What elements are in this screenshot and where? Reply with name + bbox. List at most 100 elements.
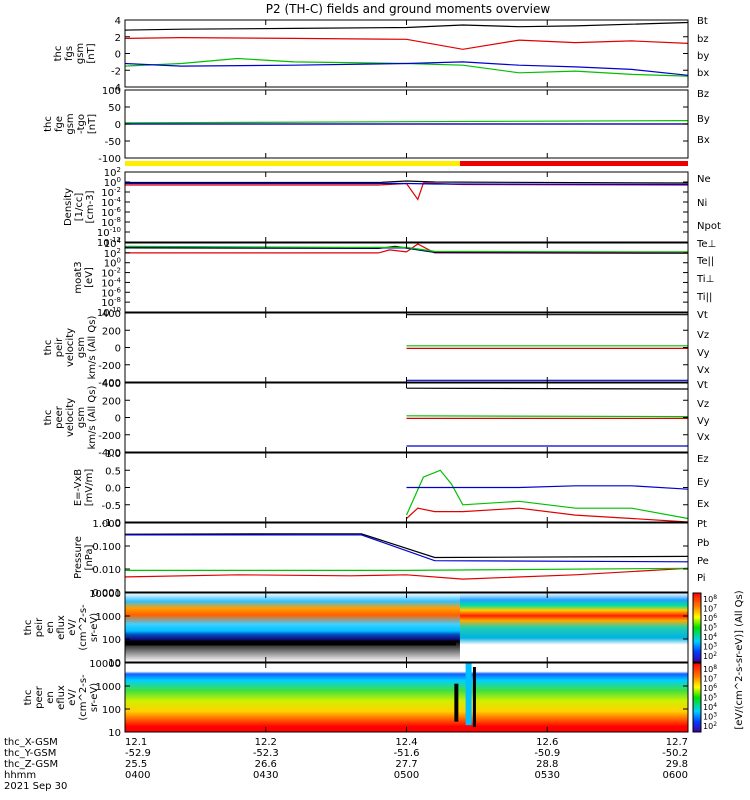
y-axis-label-line: moat3	[73, 261, 84, 293]
legend-Ti⊥: Ti⊥	[696, 274, 714, 285]
spectrogram-burst	[465, 663, 472, 726]
y-tick-label: 10	[108, 658, 121, 669]
footer-value-x_re: 12.4	[395, 737, 417, 748]
exponent: -2	[114, 186, 121, 194]
y-axis-label-line: km/s (All Qs)	[87, 316, 98, 380]
y-axis-label-line: fgs	[64, 46, 75, 61]
y-axis-label-line: (cm^2-s-	[78, 674, 89, 721]
y-tick-label: 0.100	[92, 542, 121, 553]
legend-Ti||: Ti||	[696, 292, 712, 303]
colorbar-tick-top: 102	[703, 651, 717, 661]
y-axis-label-line: [cm-3]	[85, 190, 96, 223]
y-tick-label: -400	[98, 448, 121, 459]
exponent: 2	[713, 721, 717, 728]
footer-value-x: -52.9	[125, 748, 151, 759]
colorbar-tick-top: 106	[703, 613, 717, 623]
series-line-Vt	[406, 387, 689, 390]
series-line-Ex	[406, 485, 689, 490]
footer-value-x_re: 12.7	[666, 737, 688, 748]
panel-10: 10000 1000 100 10 thc peer en eflux eV/(cm^2-s-s…	[23, 659, 689, 739]
legend-Pi: Pi	[697, 573, 706, 584]
footer-row-label: thc_Z-GSM	[4, 759, 58, 770]
panel-3: NeNiNpot10210010-210-410-610-810-1010-12…	[63, 166, 721, 249]
y-axis-label-line: en	[45, 621, 56, 634]
y-axis-label-line: eflux	[56, 615, 67, 640]
y-axis-label-line: -tgo	[76, 114, 87, 134]
y-tick-label: 10000	[89, 659, 121, 670]
footer-value-y: 28.8	[536, 759, 558, 770]
legend-Vz: Vz	[697, 330, 709, 341]
colorbar-tick-bottom: 108	[703, 664, 717, 674]
series-line-by	[124, 57, 689, 77]
y-axis-label-line: eflux	[56, 685, 67, 710]
legend-Ex: Ex	[697, 499, 709, 510]
y-tick-label: 4	[115, 16, 121, 27]
series-line-Bt	[124, 21, 689, 31]
colorbar-tick-bottom: 106	[703, 683, 717, 693]
legend-Vz: Vz	[697, 399, 709, 410]
colorbar: 1081071061051041031021081071061051041031…	[692, 590, 745, 733]
y-tick-label: 200	[102, 326, 121, 337]
legend-Ez: Ez	[697, 454, 709, 465]
exponent: 4	[713, 632, 717, 639]
legend-Bt: Bt	[697, 16, 708, 27]
spectrogram	[125, 663, 688, 732]
exponent: 0	[117, 257, 121, 265]
legend-Vx: Vx	[697, 432, 710, 443]
exponent: -6	[114, 286, 122, 294]
y-axis-label-line: thc	[23, 690, 34, 706]
y-tick-label: 100	[102, 705, 121, 716]
exponent: -10	[110, 226, 121, 234]
exponent: 4	[713, 702, 717, 709]
legend-Pe: Pe	[697, 556, 709, 567]
y-axis-label-line: gsm	[75, 43, 86, 64]
series-line-Vy	[406, 415, 689, 418]
footer-value-y: 25.5	[125, 759, 147, 770]
exponent: -4	[114, 276, 122, 284]
y-tick-label: -2	[111, 66, 121, 77]
y-axis-label-line: gsm	[76, 337, 87, 358]
y-axis-label-line: [nPa]	[84, 544, 95, 570]
y-axis-label-line: thc	[23, 620, 34, 636]
legend-Te⊥: Te⊥	[696, 239, 716, 250]
footer-value-x_re: 12.1	[125, 737, 147, 748]
y-tick-label: 0.001	[92, 588, 121, 599]
panel-4: Te⊥Te||Ti⊥Ti||10410210010-210-410-610-81…	[73, 237, 716, 319]
y-axis-label-line: [nT]	[86, 43, 97, 63]
legend-bz: bz	[697, 34, 709, 45]
colorbar-tick-top: 107	[703, 604, 717, 614]
series-line-By	[124, 120, 689, 124]
exponent: 6	[713, 683, 717, 690]
y-axis-label-line: [mV/m]	[84, 469, 95, 507]
y-axis-label-line: km/s (All Qs)	[87, 386, 98, 450]
y-tick-label: 50	[108, 103, 121, 114]
y-tick-label: -0.5	[101, 501, 121, 512]
y-axis-label-line: peir	[34, 617, 45, 637]
spectrogram-slow	[125, 593, 460, 662]
footer-value-x: -52.3	[253, 748, 279, 759]
y-axis-label-line: sr-eV)	[89, 683, 100, 712]
exponent: 3	[713, 642, 717, 649]
exponent: -10	[110, 306, 121, 314]
legend-Ni: Ni	[697, 198, 707, 209]
exponent: -4	[114, 196, 122, 204]
y-axis-label-line: velocity	[65, 328, 76, 367]
y-tick-label: 100	[102, 86, 121, 97]
y-axis-label-line: peir	[54, 337, 65, 357]
footer-value-x: -50.2	[662, 748, 688, 759]
colorbar-peer	[692, 662, 702, 733]
legend-Pb: Pb	[697, 538, 709, 549]
footer-value-x: -50.9	[534, 748, 560, 759]
colorbar-tick-top: 103	[703, 642, 717, 652]
colorbar-peir	[692, 592, 702, 663]
colorbar-tick-bottom: 102	[703, 721, 717, 731]
footer-row-label: hhmm	[4, 770, 36, 781]
y-tick-label: -1.0	[101, 518, 121, 529]
footer-value-time: 0600	[663, 770, 688, 781]
y-axis-label-line: thc	[53, 46, 64, 62]
y-axis-label-line: eV/	[67, 689, 78, 706]
exponent: 4	[117, 237, 122, 245]
